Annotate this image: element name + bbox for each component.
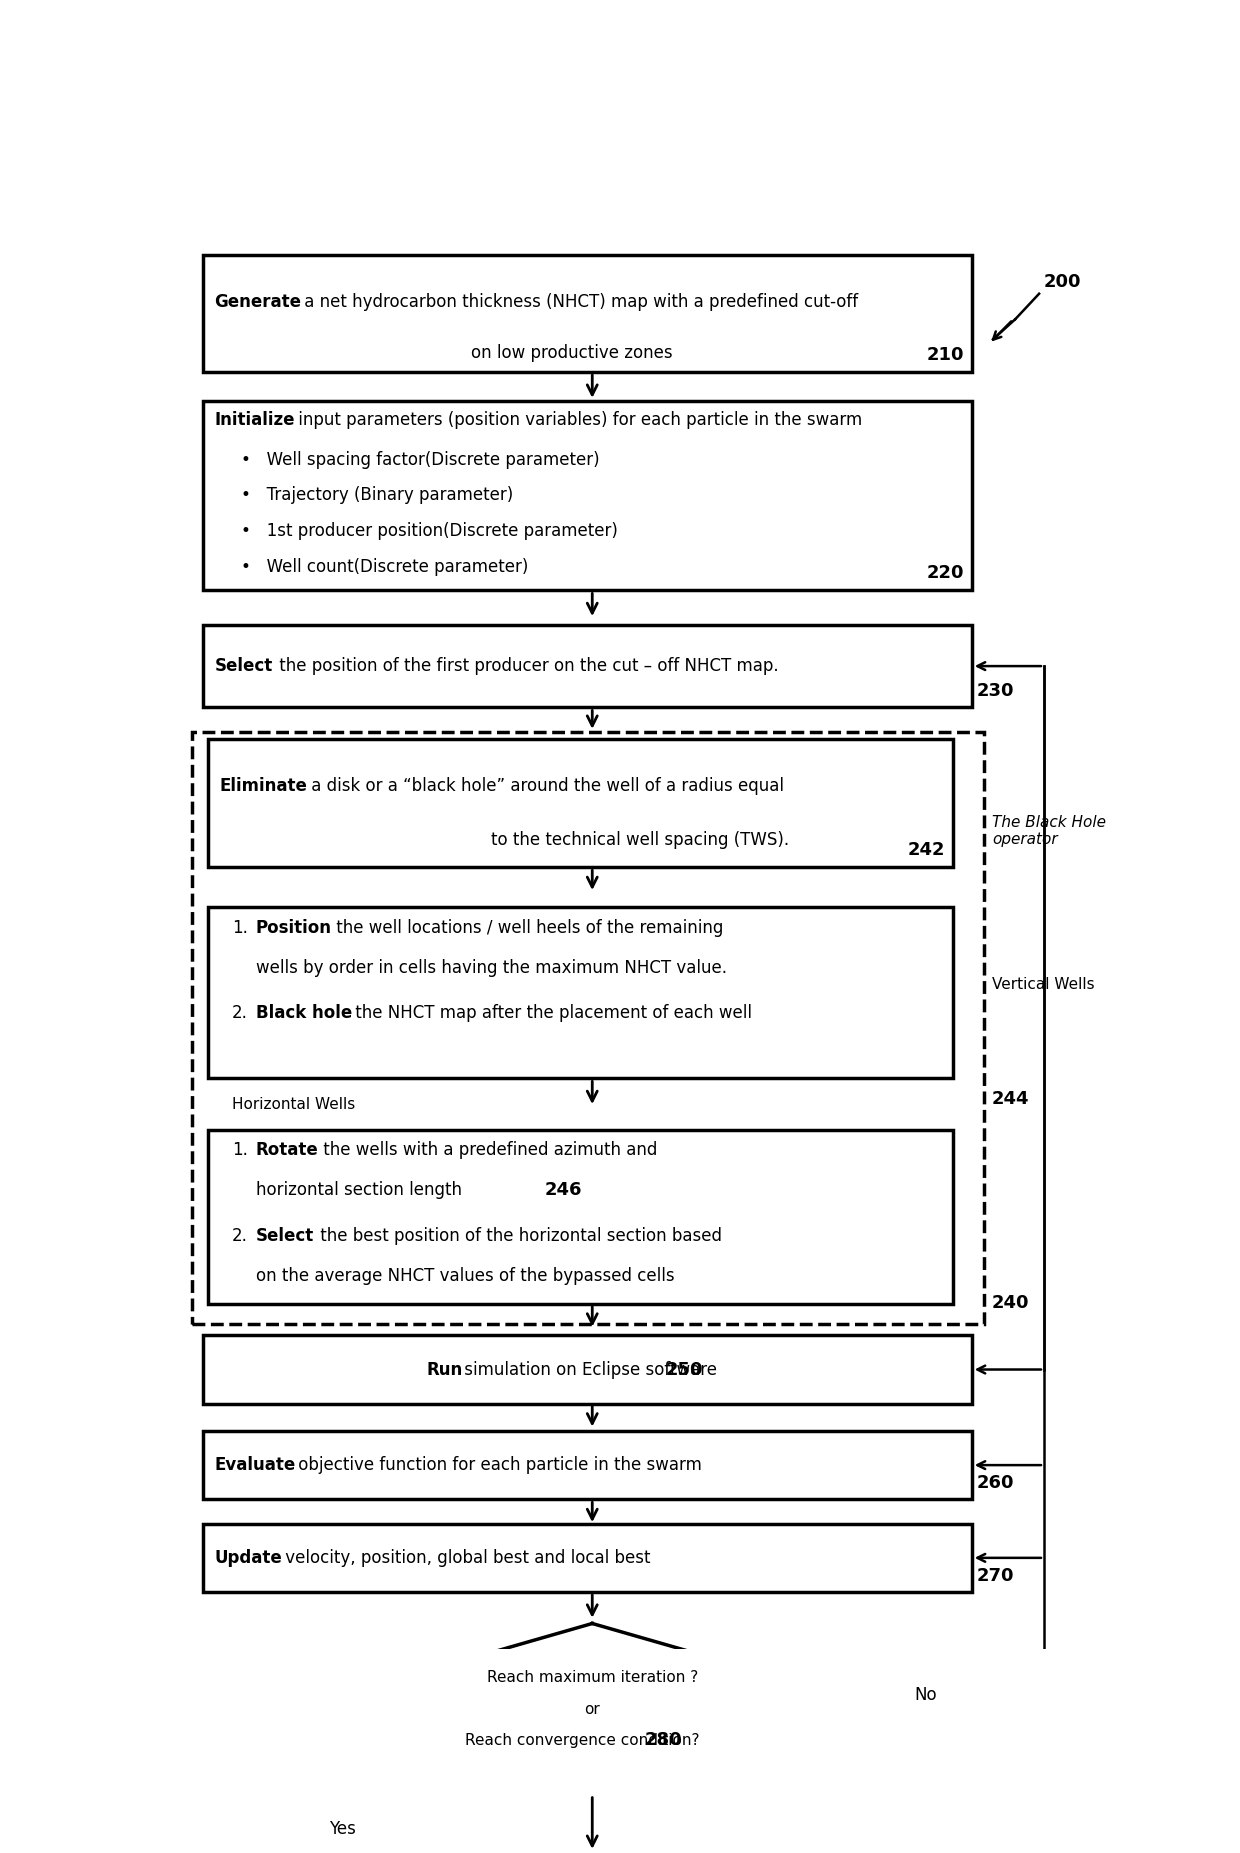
Text: Position: Position <box>255 919 332 936</box>
FancyBboxPatch shape <box>208 739 952 867</box>
Text: Update: Update <box>215 1549 283 1568</box>
FancyBboxPatch shape <box>203 1523 972 1592</box>
Text: 220: 220 <box>926 563 965 582</box>
FancyBboxPatch shape <box>203 256 972 372</box>
Text: Eliminate: Eliminate <box>219 778 308 795</box>
Text: 270: 270 <box>977 1568 1014 1584</box>
Text: the best position of the horizontal section based: the best position of the horizontal sect… <box>315 1227 722 1245</box>
Text: 280: 280 <box>645 1731 683 1749</box>
Text: Generate: Generate <box>215 293 301 311</box>
Text: input parameters (position variables) for each particle in the swarm: input parameters (position variables) fo… <box>294 411 863 428</box>
Polygon shape <box>294 1623 890 1796</box>
Text: •   Well spacing factor(Discrete parameter): • Well spacing factor(Discrete parameter… <box>242 450 600 469</box>
Text: or: or <box>584 1701 600 1716</box>
Text: Yes: Yes <box>329 1820 356 1838</box>
Text: the NHCT map after the placement of each well: the NHCT map after the placement of each… <box>350 1004 753 1023</box>
Text: 200: 200 <box>1044 272 1081 291</box>
Text: horizontal section length: horizontal section length <box>255 1180 463 1199</box>
Text: 1.: 1. <box>232 919 248 936</box>
Text: the well locations / well heels of the remaining: the well locations / well heels of the r… <box>331 919 723 936</box>
FancyBboxPatch shape <box>208 1130 952 1305</box>
Text: Initialize: Initialize <box>215 411 295 428</box>
FancyBboxPatch shape <box>203 1336 972 1405</box>
Text: 230: 230 <box>977 682 1014 700</box>
Text: 210: 210 <box>926 347 965 363</box>
Text: a disk or a “black hole” around the well of a radius equal: a disk or a “black hole” around the well… <box>306 778 784 795</box>
Text: wells by order in cells having the maximum NHCT value.: wells by order in cells having the maxim… <box>255 958 727 977</box>
Text: Run: Run <box>427 1360 463 1379</box>
Text: The Black Hole
operator: The Black Hole operator <box>992 815 1106 847</box>
Text: Select: Select <box>215 658 273 674</box>
FancyBboxPatch shape <box>191 732 985 1323</box>
Text: 2.: 2. <box>232 1004 248 1023</box>
FancyBboxPatch shape <box>208 908 952 1078</box>
Text: Reach maximum iteration ?: Reach maximum iteration ? <box>486 1670 698 1684</box>
Text: on low productive zones: on low productive zones <box>471 345 673 361</box>
Text: Horizontal Wells: Horizontal Wells <box>232 1097 355 1112</box>
Text: simulation on Eclipse software: simulation on Eclipse software <box>459 1360 717 1379</box>
Text: 250: 250 <box>666 1360 703 1379</box>
Text: Select: Select <box>255 1227 314 1245</box>
Text: Reach convergence condition?: Reach convergence condition? <box>465 1733 699 1747</box>
Text: 1.: 1. <box>232 1141 248 1160</box>
Text: a net hydrocarbon thickness (NHCT) map with a predefined cut-off: a net hydrocarbon thickness (NHCT) map w… <box>299 293 858 311</box>
Text: the position of the first producer on the cut – off NHCT map.: the position of the first producer on th… <box>274 658 779 674</box>
FancyBboxPatch shape <box>496 1833 688 1853</box>
Text: on the average NHCT values of the bypassed cells: on the average NHCT values of the bypass… <box>255 1267 675 1284</box>
Text: 240: 240 <box>992 1295 1029 1312</box>
Text: No: No <box>914 1686 936 1703</box>
Text: Evaluate: Evaluate <box>215 1456 296 1475</box>
Text: Vertical Wells: Vertical Wells <box>992 977 1095 991</box>
Text: objective function for each particle in the swarm: objective function for each particle in … <box>294 1456 702 1475</box>
Text: •   Well count(Discrete parameter): • Well count(Discrete parameter) <box>242 558 529 576</box>
Text: •   1st producer position(Discrete parameter): • 1st producer position(Discrete paramet… <box>242 523 619 539</box>
Text: 2.: 2. <box>232 1227 248 1245</box>
Text: 244: 244 <box>992 1090 1029 1108</box>
Text: Black hole: Black hole <box>255 1004 352 1023</box>
FancyBboxPatch shape <box>203 1431 972 1499</box>
Text: Rotate: Rotate <box>255 1141 319 1160</box>
Text: to the technical well spacing (TWS).: to the technical well spacing (TWS). <box>491 832 789 849</box>
FancyBboxPatch shape <box>203 624 972 708</box>
FancyBboxPatch shape <box>203 400 972 591</box>
Text: •   Trajectory (Binary parameter): • Trajectory (Binary parameter) <box>242 485 513 504</box>
Text: velocity, position, global best and local best: velocity, position, global best and loca… <box>280 1549 651 1568</box>
Text: 246: 246 <box>544 1180 582 1199</box>
Text: 242: 242 <box>908 841 945 858</box>
Text: 260: 260 <box>977 1475 1014 1492</box>
Text: the wells with a predefined azimuth and: the wells with a predefined azimuth and <box>319 1141 657 1160</box>
